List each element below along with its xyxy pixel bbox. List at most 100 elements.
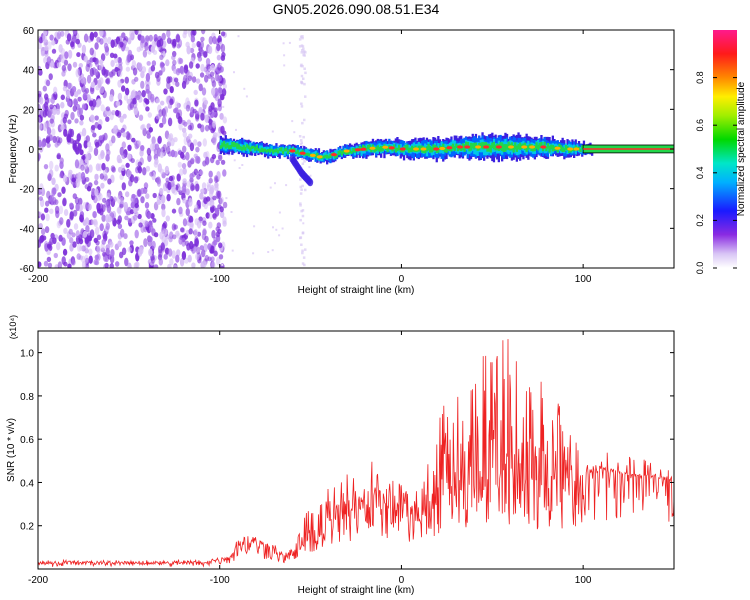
noise-blob [127,217,132,224]
noise-blob [117,240,122,247]
noise-blob [80,164,85,171]
signal-core [446,146,453,150]
noise-blob [186,45,191,55]
signal-band [471,143,474,149]
snr-plot-area [38,331,674,569]
noise-blob [194,99,199,107]
noise-blob [137,248,143,257]
noise-column-dot [300,105,304,108]
noise-column-dot [301,145,305,148]
noise-blob [67,63,72,72]
noise-blob [52,106,57,116]
signal-band [236,143,239,149]
signal-band [558,143,561,149]
noise-column-dot [303,54,306,57]
noise-blob [156,178,162,187]
noise-blob [92,132,97,138]
signal-band [335,154,339,158]
noise-blob [213,250,218,257]
noise-blob [208,221,213,229]
noise-blob [179,257,185,267]
noise-blob [67,82,72,90]
noise-blob [183,121,188,127]
noise-column-dot [303,160,306,163]
noise-blob [209,186,214,195]
noise-blob [220,159,226,165]
noise-blob [193,229,198,237]
noise-blob [159,54,164,61]
noise-dot [231,249,234,252]
noise-blob [72,61,78,68]
signal-band [434,144,437,150]
noise-blob [219,112,224,120]
signal-band [545,146,548,152]
noise-blob [185,104,191,112]
noise-blob [51,48,57,54]
noise-blob [195,63,200,69]
noise-blob [71,86,77,93]
noise-blob [88,182,93,188]
noise-dot [228,153,231,156]
noise-blob [150,256,156,264]
noise-blob [89,31,95,41]
noise-column-dot [301,35,304,38]
noise-blob [98,63,104,71]
signal-band [332,153,335,160]
noise-blob [88,248,93,256]
noise-blob [165,180,170,189]
noise-blob [58,205,64,215]
noise-blob [110,249,115,257]
noise-blob [108,139,114,147]
noise-blob [55,108,61,115]
noise-blob [162,144,167,152]
noise-blob [217,204,222,210]
signal-band [275,149,278,157]
signal-core [299,151,306,155]
noise-blob [38,261,42,268]
noise-blob [142,49,148,58]
signal-band [443,147,447,153]
noise-blob [51,128,56,136]
noise-blob [188,61,194,69]
signal-band [327,152,330,158]
signal-band [241,147,244,151]
noise-blob [153,34,158,42]
noise-blob [215,159,220,166]
noise-blob [222,169,227,177]
noise-blob [211,80,217,88]
noise-column-dot [303,263,306,267]
spectrogram-x-axis: -200 -100 0 100 [28,30,592,285]
signal-band [469,142,473,151]
noise-blob [96,36,101,43]
noise-blob [166,146,171,155]
noise-blob [218,242,223,249]
noise-blob [131,137,136,143]
signal-band [515,145,518,152]
noise-blob [60,54,65,64]
noise-column-dot [301,64,304,68]
noise-blob [169,98,174,106]
noise-blob [59,161,64,170]
signal-band [548,145,551,153]
noise-blob [121,32,126,39]
noise-blob [184,240,190,247]
noise-dot [237,35,240,38]
noise-blob [114,67,119,72]
noise-blob [52,237,57,245]
noise-blob [100,149,105,160]
signal-band [487,143,491,152]
noise-dot [267,251,270,253]
x-tick-label: 100 [575,274,592,285]
noise-blob [40,234,45,243]
signal-band [411,145,414,152]
noise-blob [127,262,132,268]
noise-column-dot [301,36,304,40]
signal-band [350,151,353,154]
noise-blob [88,100,94,107]
noise-blob [197,141,202,148]
signal-band [278,148,281,151]
signal-band [250,145,254,149]
noise-blob [72,209,78,217]
noise-blob [81,44,87,54]
signal-band [242,145,245,150]
